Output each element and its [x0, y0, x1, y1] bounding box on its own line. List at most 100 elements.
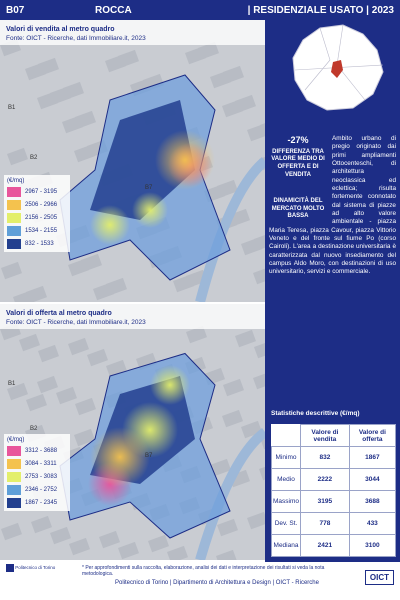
- city-block: [74, 428, 96, 447]
- legend: (€/mq) 3312 - 3688 3084 - 3311 2753 - 3083 2…: [4, 434, 70, 511]
- city-block: [118, 49, 140, 68]
- table-row: Mediana 2421 3100: [270, 534, 397, 557]
- city-block: [1, 522, 23, 541]
- title-band: [0, 20, 265, 45]
- legend-swatch: [7, 498, 21, 508]
- category: | RESIDENZIALE USATO | 2023: [247, 5, 394, 16]
- city-block: [75, 397, 97, 416]
- city-block: [6, 382, 29, 401]
- city-block: [223, 65, 245, 84]
- map-title: Valori di offerta al metro quadro: [6, 310, 112, 317]
- legend-label: 3084 - 3311: [25, 461, 57, 467]
- value-cell: 3195: [300, 490, 350, 513]
- value-cell: 3688: [348, 490, 397, 513]
- map-title: Valori di vendita al metro quadro: [6, 26, 115, 33]
- district-name: ROCCA: [95, 5, 132, 16]
- city-block: [38, 344, 60, 363]
- legend-title: (€/mq): [7, 178, 25, 184]
- value-cell: 778: [300, 512, 350, 535]
- city-block: [25, 393, 48, 412]
- district-core: [90, 100, 195, 220]
- legend-item: 2346 - 2752: [7, 485, 67, 495]
- sale-map: Valori di vendita al metro quadro Fonte: …: [0, 20, 265, 302]
- legend-label: 2506 - 2966: [25, 202, 58, 208]
- city-block: [7, 147, 29, 166]
- city-block: [186, 325, 208, 344]
- stat-box: -27% DIFFERENZA TRA VALORE MEDIO DI OFFE…: [269, 135, 327, 221]
- city-block: [80, 253, 103, 272]
- river: [195, 157, 265, 302]
- column-header: Valore di offerta: [348, 424, 397, 447]
- value-cell: 2421: [300, 534, 350, 557]
- city-block: [68, 537, 91, 556]
- map-label: B1: [8, 105, 16, 111]
- row-label: Mediana: [270, 534, 302, 557]
- row-label: Massimo: [270, 490, 302, 513]
- city-block: [253, 371, 265, 390]
- logo-oict: OICT: [364, 570, 394, 585]
- locator-map: [292, 24, 384, 111]
- legend-label: 3312 - 3688: [25, 448, 58, 454]
- legend-item: 3312 - 3688: [7, 446, 67, 456]
- description-block: -27% DIFFERENZA TRA VALORE MEDIO DI OFFE…: [269, 135, 396, 277]
- row-label: Medio: [270, 468, 302, 491]
- value-cell: 3100: [348, 534, 397, 557]
- city-block: [49, 526, 72, 545]
- map-source: Fonte: OICT - Ricerche, dati Immobiliare…: [6, 35, 146, 42]
- header-row: Valore di vendita Valore di offerta: [272, 424, 397, 447]
- city-block: [253, 340, 265, 359]
- value-cell: 2222: [300, 468, 350, 491]
- legend-item: 3084 - 3311: [7, 459, 67, 469]
- city-block: [86, 348, 109, 367]
- legend-swatch: [7, 200, 21, 210]
- offer-map: Valori di offerta al metro quadro Fonte: …: [0, 304, 265, 560]
- table-row: Massimo 3195 3688: [270, 490, 397, 513]
- map-label: B7: [145, 452, 153, 459]
- stats-table: Valore di vendita Valore di offerta Minimo…: [270, 424, 397, 557]
- map-canvas: [0, 322, 265, 560]
- legend-swatch: [7, 446, 21, 456]
- row-label: Dev. St.: [270, 512, 302, 535]
- map-label: B1: [8, 380, 16, 387]
- value-cell: 832: [300, 446, 350, 469]
- heat-spot: [150, 365, 190, 405]
- city-block: [259, 462, 265, 481]
- map-label: B2: [30, 425, 38, 432]
- legend-swatch: [7, 213, 21, 223]
- footer-note: * Per approfondimenti sulla raccolta, el…: [82, 565, 325, 577]
- legend-item: 1534 - 2155: [7, 226, 67, 236]
- legend-item: 2156 - 2505: [7, 213, 67, 223]
- footer: Politecnico di Torino * Per approfondime…: [0, 562, 400, 600]
- city-block: [36, 375, 59, 394]
- value-cell: 3044: [348, 468, 397, 491]
- city-block: [56, 386, 78, 405]
- table: Valore di vendita Valore di offerta Minimo…: [270, 424, 397, 557]
- legend-item: 2967 - 3195: [7, 187, 67, 197]
- city-block: [118, 541, 140, 560]
- city-block: [30, 515, 53, 534]
- heat-spot: [90, 427, 150, 487]
- legend-label: 1867 - 2345: [25, 500, 58, 506]
- city-block: [26, 285, 48, 302]
- city-block: [148, 534, 170, 553]
- legend-swatch: [7, 239, 21, 249]
- city-block: [68, 337, 90, 356]
- city-block: [235, 94, 257, 113]
- legend-label: 2753 - 3083: [25, 474, 58, 480]
- river: [195, 427, 265, 560]
- city-block: [1, 261, 23, 280]
- table-row: Dev. St. 778 433: [270, 512, 397, 535]
- column-header: Valore di vendita: [300, 424, 350, 447]
- legend-item: 1867 - 2345: [7, 498, 67, 508]
- legend-label: 832 - 1533: [25, 241, 54, 247]
- legend-item: 832 - 1533: [7, 239, 67, 249]
- stat-value: -27%: [287, 135, 309, 145]
- city-block: [217, 518, 239, 537]
- market-label: DINAMICITÀ DEL MERCATO MOLTO BASSA: [271, 197, 325, 220]
- legend-label: 2156 - 2505: [25, 215, 58, 221]
- table-row: Medio 2222 3044: [270, 468, 397, 491]
- value-cell: 433: [348, 512, 397, 535]
- city-block: [222, 409, 244, 428]
- city-block: [18, 333, 41, 352]
